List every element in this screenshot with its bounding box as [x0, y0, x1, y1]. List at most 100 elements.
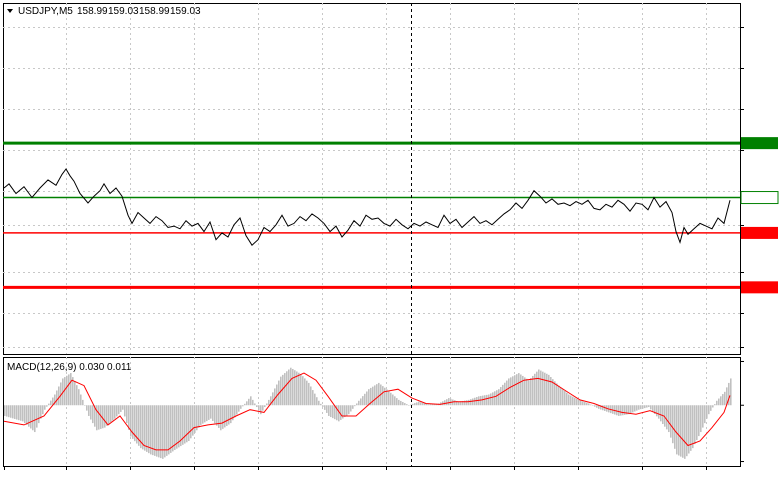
macd-histogram-bar	[482, 395, 484, 406]
macd-histogram-bar	[294, 370, 296, 406]
macd-histogram-bar	[310, 386, 312, 406]
macd-histogram-bar	[222, 405, 224, 429]
macd-histogram-bar	[312, 390, 314, 406]
macd-histogram-bar	[682, 405, 684, 458]
macd-histogram-bar	[324, 405, 326, 410]
macd-histogram-bar	[358, 400, 360, 406]
macd-histogram-bar	[296, 371, 298, 406]
macd-histogram-bar	[232, 405, 234, 421]
macd-histogram-bar	[660, 405, 662, 422]
macd-histogram-bar	[540, 370, 542, 406]
macd-histogram-bar	[174, 405, 176, 450]
macd-histogram-bar	[234, 405, 236, 418]
macd-histogram-bar	[148, 405, 150, 454]
macd-histogram-bar	[298, 372, 300, 406]
macd-histogram-bar	[170, 405, 172, 453]
macd-histogram-bar	[240, 405, 242, 409]
macd-histogram-bar	[472, 398, 474, 406]
macd-histogram-bar	[12, 405, 14, 419]
symbol-timeframe-label: USDJPY,M5	[18, 6, 73, 17]
macd-histogram-bar	[462, 400, 464, 406]
price-panel[interactable]	[3, 3, 779, 355]
macd-histogram-bar	[466, 400, 468, 406]
macd-histogram-bar	[58, 386, 60, 406]
macd-histogram-bar	[598, 405, 600, 409]
macd-histogram-bar	[640, 405, 642, 410]
macd-histogram-bar	[578, 399, 580, 406]
macd-histogram-bar	[390, 392, 392, 406]
macd-histogram-bar	[340, 405, 342, 420]
macd-histogram-bar	[264, 405, 266, 408]
macd-histogram-bar	[352, 405, 354, 409]
macd-panel[interactable]	[3, 357, 745, 467]
macd-histogram-bar	[686, 405, 688, 457]
macd-histogram-bar	[306, 380, 308, 406]
macd-histogram-bar	[230, 405, 232, 424]
macd-histogram-bar	[366, 391, 368, 406]
macd-histogram-bar	[204, 405, 206, 423]
macd-histogram-bar	[658, 405, 660, 419]
macd-histogram-bar	[4, 405, 6, 416]
macd-histogram-bar	[374, 385, 376, 406]
macd-histogram-bar	[98, 405, 100, 430]
macd-histogram-bar	[544, 372, 546, 406]
macd-histogram-bar	[182, 405, 184, 445]
macd-histogram-bar	[656, 405, 658, 417]
macd-histogram-bar	[400, 400, 402, 406]
macd-histogram-bar	[384, 387, 386, 406]
macd-histogram-bar	[622, 405, 624, 416]
macd-histogram-bar	[76, 385, 78, 406]
macd-histogram-bar	[22, 405, 24, 422]
macd-histogram-bar	[584, 402, 586, 406]
macd-histogram-bar	[40, 405, 42, 419]
macd-histogram-bar	[108, 405, 110, 425]
macd-histogram-bar	[414, 403, 416, 406]
macd-histogram-bar	[480, 395, 482, 406]
macd-histogram-bar	[70, 373, 72, 406]
macd-histogram-bar	[370, 387, 372, 406]
macd-histogram-bar	[654, 405, 656, 415]
macd-histogram-bar	[508, 378, 510, 406]
macd-histogram-bar	[188, 405, 190, 441]
macd-histogram-bar	[246, 401, 248, 406]
macd-histogram-bar	[550, 377, 552, 406]
macd-histogram-bar	[426, 403, 428, 406]
macd-histogram-bar	[670, 405, 672, 438]
macd-histogram-bar	[726, 387, 728, 406]
macd-histogram-bar	[378, 382, 380, 406]
macd-histogram-bar	[454, 400, 456, 406]
macd-histogram-bar	[168, 405, 170, 455]
macd-histogram-bar	[542, 371, 544, 406]
macd-histogram-bar	[218, 405, 220, 428]
level-price-tag	[741, 281, 778, 294]
macd-histogram-bar	[532, 375, 534, 406]
macd-histogram-bar	[710, 405, 712, 411]
macd-histogram-bar	[398, 399, 400, 406]
ohlc-close: 159.03	[170, 6, 201, 17]
macd-histogram-bar	[42, 405, 44, 415]
macd-histogram-bar	[560, 387, 562, 406]
macd-histogram-bar	[10, 405, 12, 418]
macd-histogram-bar	[552, 379, 554, 406]
dropdown-triangle-icon[interactable]	[7, 9, 13, 13]
macd-histogram-bar	[24, 405, 26, 424]
macd-histogram-bar	[664, 405, 666, 427]
macd-histogram-bar	[314, 393, 316, 406]
macd-histogram-bar	[260, 405, 262, 415]
macd-histogram-bar	[92, 405, 94, 424]
macd-histogram-bar	[362, 396, 364, 406]
macd-histogram-bar	[130, 405, 132, 437]
macd-histogram-bar	[484, 395, 486, 406]
macd-histogram-bar	[244, 403, 246, 406]
macd-histogram-bar	[648, 405, 650, 408]
macd-histogram-bar	[620, 405, 622, 416]
macd-histogram-bar	[494, 391, 496, 406]
macd-histogram-bar	[146, 405, 148, 452]
macd-histogram-bar	[514, 375, 516, 406]
macd-histogram-bar	[422, 402, 424, 406]
macd-histogram-bar	[512, 376, 514, 406]
macd-histogram-bar	[382, 386, 384, 406]
macd-histogram-bar	[708, 405, 710, 415]
macd-histogram-bar	[18, 405, 20, 421]
